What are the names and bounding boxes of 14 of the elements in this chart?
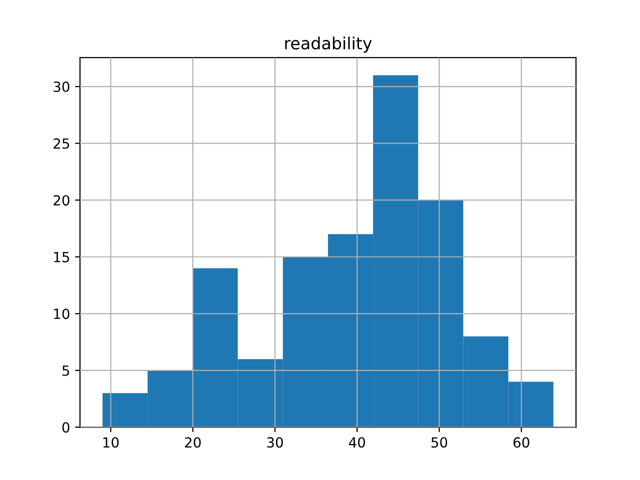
y-tick-label: 20 <box>54 195 70 206</box>
x-tick-label: 30 <box>267 437 283 448</box>
chart-title: readability <box>285 36 372 53</box>
x-tick-label: 20 <box>185 437 201 448</box>
y-tick-label: 30 <box>54 82 70 92</box>
x-tick-label: 60 <box>514 437 530 448</box>
x-tick-label: 50 <box>431 437 448 448</box>
y-tick-label: 25 <box>54 138 70 149</box>
y-tick-label: 5 <box>62 366 70 376</box>
y-tick-label: 0 <box>62 422 70 433</box>
y-tick-label: 15 <box>54 252 70 262</box>
x-tick-label: 10 <box>103 437 119 448</box>
y-tick-label: 10 <box>54 308 70 320</box>
x-tick-label: 40 <box>348 437 366 448</box>
